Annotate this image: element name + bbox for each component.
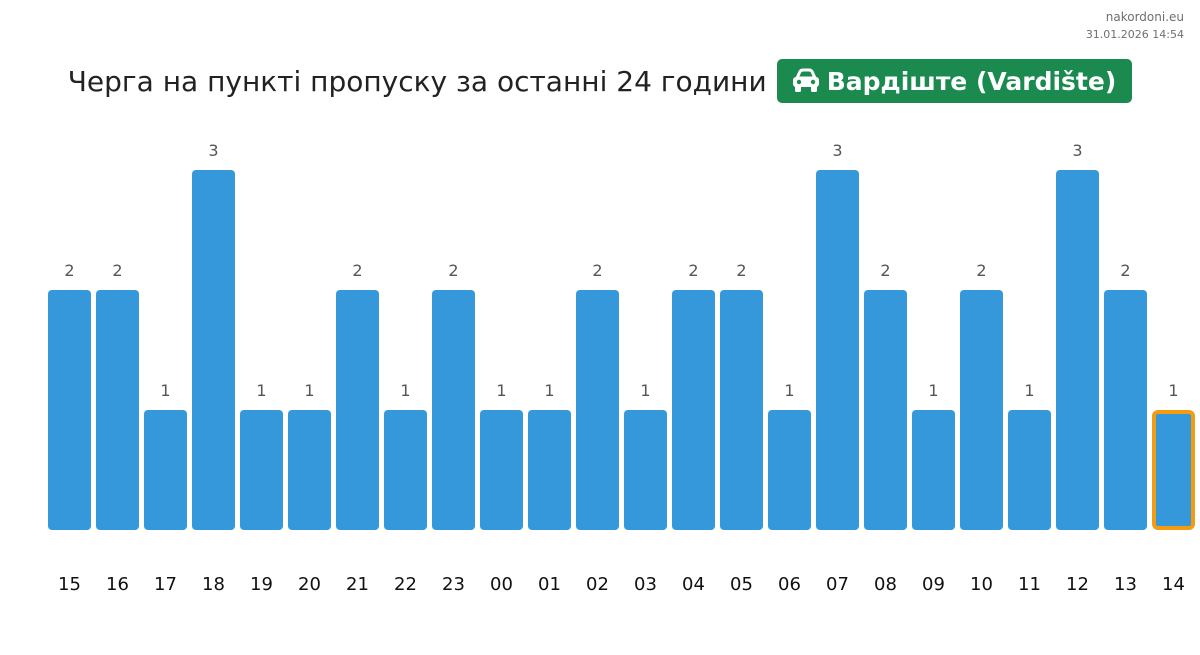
data-label: 1 xyxy=(784,381,794,400)
x-tick-label: 10 xyxy=(970,574,993,595)
bar xyxy=(1056,170,1099,530)
timestamp: 31.01.2026 14:54 xyxy=(1085,28,1184,41)
bar xyxy=(864,290,907,530)
bar xyxy=(432,290,475,530)
data-label: 2 xyxy=(448,261,458,280)
bar xyxy=(768,410,811,530)
data-label: 2 xyxy=(976,261,986,280)
data-label: 3 xyxy=(1072,141,1082,160)
x-tick-label: 21 xyxy=(346,574,369,595)
data-label: 1 xyxy=(256,381,266,400)
car-icon xyxy=(792,68,819,92)
bar xyxy=(288,410,331,530)
data-label: 3 xyxy=(832,141,842,160)
x-tick-label: 08 xyxy=(874,574,897,595)
bar xyxy=(672,290,715,530)
site-name: nakordoni.eu xyxy=(1105,10,1184,24)
data-label: 1 xyxy=(1024,381,1034,400)
data-label: 2 xyxy=(592,261,602,280)
x-tick-label: 07 xyxy=(826,574,849,595)
x-tick-label: 22 xyxy=(394,574,417,595)
data-label: 1 xyxy=(640,381,650,400)
bar xyxy=(192,170,235,530)
x-tick-label: 12 xyxy=(1066,574,1089,595)
data-label: 2 xyxy=(1120,261,1130,280)
data-label: 2 xyxy=(112,261,122,280)
data-label: 2 xyxy=(352,261,362,280)
bar xyxy=(576,290,619,530)
data-label: 3 xyxy=(208,141,218,160)
data-label: 2 xyxy=(736,261,746,280)
x-tick-label: 23 xyxy=(442,574,465,595)
x-tick-label: 06 xyxy=(778,574,801,595)
checkpoint-badge: Вардіште (Vardište) xyxy=(776,59,1133,103)
x-tick-label: 13 xyxy=(1114,574,1137,595)
x-tick-label: 03 xyxy=(634,574,657,595)
bar xyxy=(816,170,859,530)
bar xyxy=(960,290,1003,530)
bar xyxy=(720,290,763,530)
title-row: Черга на пункті пропуску за останні 24 г… xyxy=(0,58,1200,104)
x-tick-label: 16 xyxy=(106,574,129,595)
data-label: 2 xyxy=(64,261,74,280)
x-tick-label: 17 xyxy=(154,574,177,595)
checkpoint-name: Вардіште (Vardište) xyxy=(826,66,1117,96)
bar xyxy=(480,410,523,530)
data-label: 1 xyxy=(1168,381,1178,400)
x-tick-label: 14 xyxy=(1162,574,1185,595)
data-label: 2 xyxy=(688,261,698,280)
data-label: 1 xyxy=(400,381,410,400)
bar xyxy=(1008,410,1051,530)
x-tick-label: 01 xyxy=(538,574,561,595)
x-tick-label: 05 xyxy=(730,574,753,595)
bar-current-hour xyxy=(1152,410,1195,530)
page-title: Черга на пункті пропуску за останні 24 г… xyxy=(67,64,767,98)
x-tick-label: 02 xyxy=(586,574,609,595)
data-label: 1 xyxy=(496,381,506,400)
data-label: 1 xyxy=(928,381,938,400)
x-tick-label: 20 xyxy=(298,574,321,595)
data-label: 1 xyxy=(544,381,554,400)
x-tick-label: 09 xyxy=(922,574,945,595)
bar xyxy=(144,410,187,530)
x-tick-label: 11 xyxy=(1018,574,1041,595)
bar xyxy=(1104,290,1147,530)
bar xyxy=(912,410,955,530)
bar xyxy=(336,290,379,530)
watermark: nakordoni.eu 31.01.2026 14:54 xyxy=(1086,9,1184,43)
bar xyxy=(96,290,139,530)
x-tick-label: 18 xyxy=(202,574,225,595)
data-label: 1 xyxy=(304,381,314,400)
x-tick-label: 19 xyxy=(250,574,273,595)
x-tick-label: 04 xyxy=(682,574,705,595)
x-tick-label: 15 xyxy=(58,574,81,595)
data-label: 2 xyxy=(880,261,890,280)
x-tick-label: 00 xyxy=(490,574,513,595)
bar xyxy=(48,290,91,530)
bar xyxy=(624,410,667,530)
bar xyxy=(384,410,427,530)
bar xyxy=(528,410,571,530)
bar xyxy=(240,410,283,530)
data-label: 1 xyxy=(160,381,170,400)
